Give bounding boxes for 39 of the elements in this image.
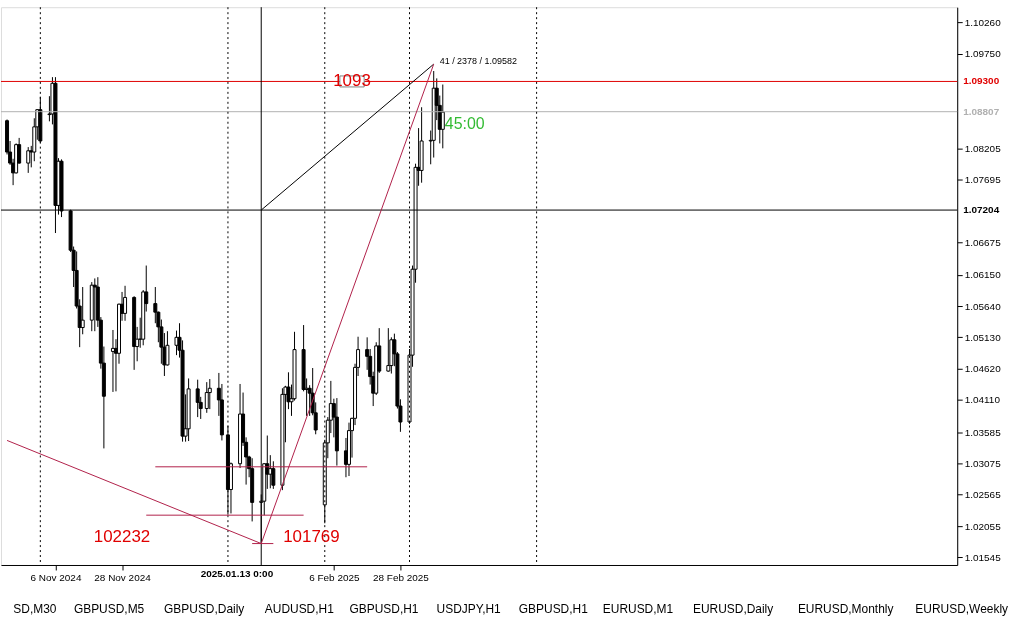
ref-line-label: 1.08807 [963, 105, 1000, 117]
text: USDJPY,H1 [436, 601, 502, 616]
text: GBPUSD,H1 [518, 601, 589, 616]
y-tick-label: 1.04110 [964, 394, 1001, 406]
text: GBPUSD,M5 [73, 601, 145, 616]
x-tick-label: 6 Nov 2024 [30, 572, 82, 584]
text: SD,M30 [13, 601, 57, 616]
ref-line-label: 2025.01.13 0:00 [200, 567, 274, 579]
y-tick-label: 1.06150 [964, 269, 1002, 281]
annotation: 1093 [333, 71, 371, 91]
annotation: 41 / 2378 / 1.09582 [439, 56, 517, 67]
annotation: 45:00 [444, 115, 485, 133]
y-tick-label: 1.10260 [964, 17, 1002, 29]
y-tick-label: 1.08205 [964, 143, 1002, 155]
text: EURUSD,Monthly [797, 601, 894, 616]
annotation: 102232 [93, 527, 151, 547]
x-tick-label: 6 Feb 2025 [309, 572, 360, 584]
text: GBPUSD,H1 [349, 601, 419, 616]
y-tick-label: 1.05130 [964, 331, 1002, 343]
y-tick-label: 1.04620 [964, 363, 1002, 375]
text: EURUSD,Daily [692, 601, 774, 616]
ref-line-label: 1.07204 [963, 204, 1000, 216]
y-tick-label: 1.01545 [964, 551, 1002, 563]
text: AUDUSD,H1 [264, 601, 335, 616]
y-tick-label: 1.03075 [964, 457, 1002, 469]
y-tick-label: 1.06675 [964, 237, 1002, 249]
text: EURUSD,M1 [602, 601, 674, 616]
y-tick-label: 1.02565 [964, 489, 1002, 501]
y-tick-label: 1.09750 [964, 48, 1002, 60]
y-tick-label: 1.02055 [964, 520, 1002, 532]
y-tick-label: 1.05640 [964, 300, 1002, 312]
y-tick-label: 1.03585 [964, 426, 1002, 438]
ref-line-label: 1.09300 [963, 75, 1000, 87]
annotation: 101769 [283, 526, 340, 546]
text: EURUSD,Weekly [915, 601, 1009, 616]
x-tick-label: 28 Nov 2024 [94, 572, 152, 584]
x-tick-label: 28 Feb 2025 [372, 572, 430, 584]
text: GBPUSD,Daily [164, 601, 245, 616]
y-tick-label: 1.07695 [964, 174, 1002, 186]
